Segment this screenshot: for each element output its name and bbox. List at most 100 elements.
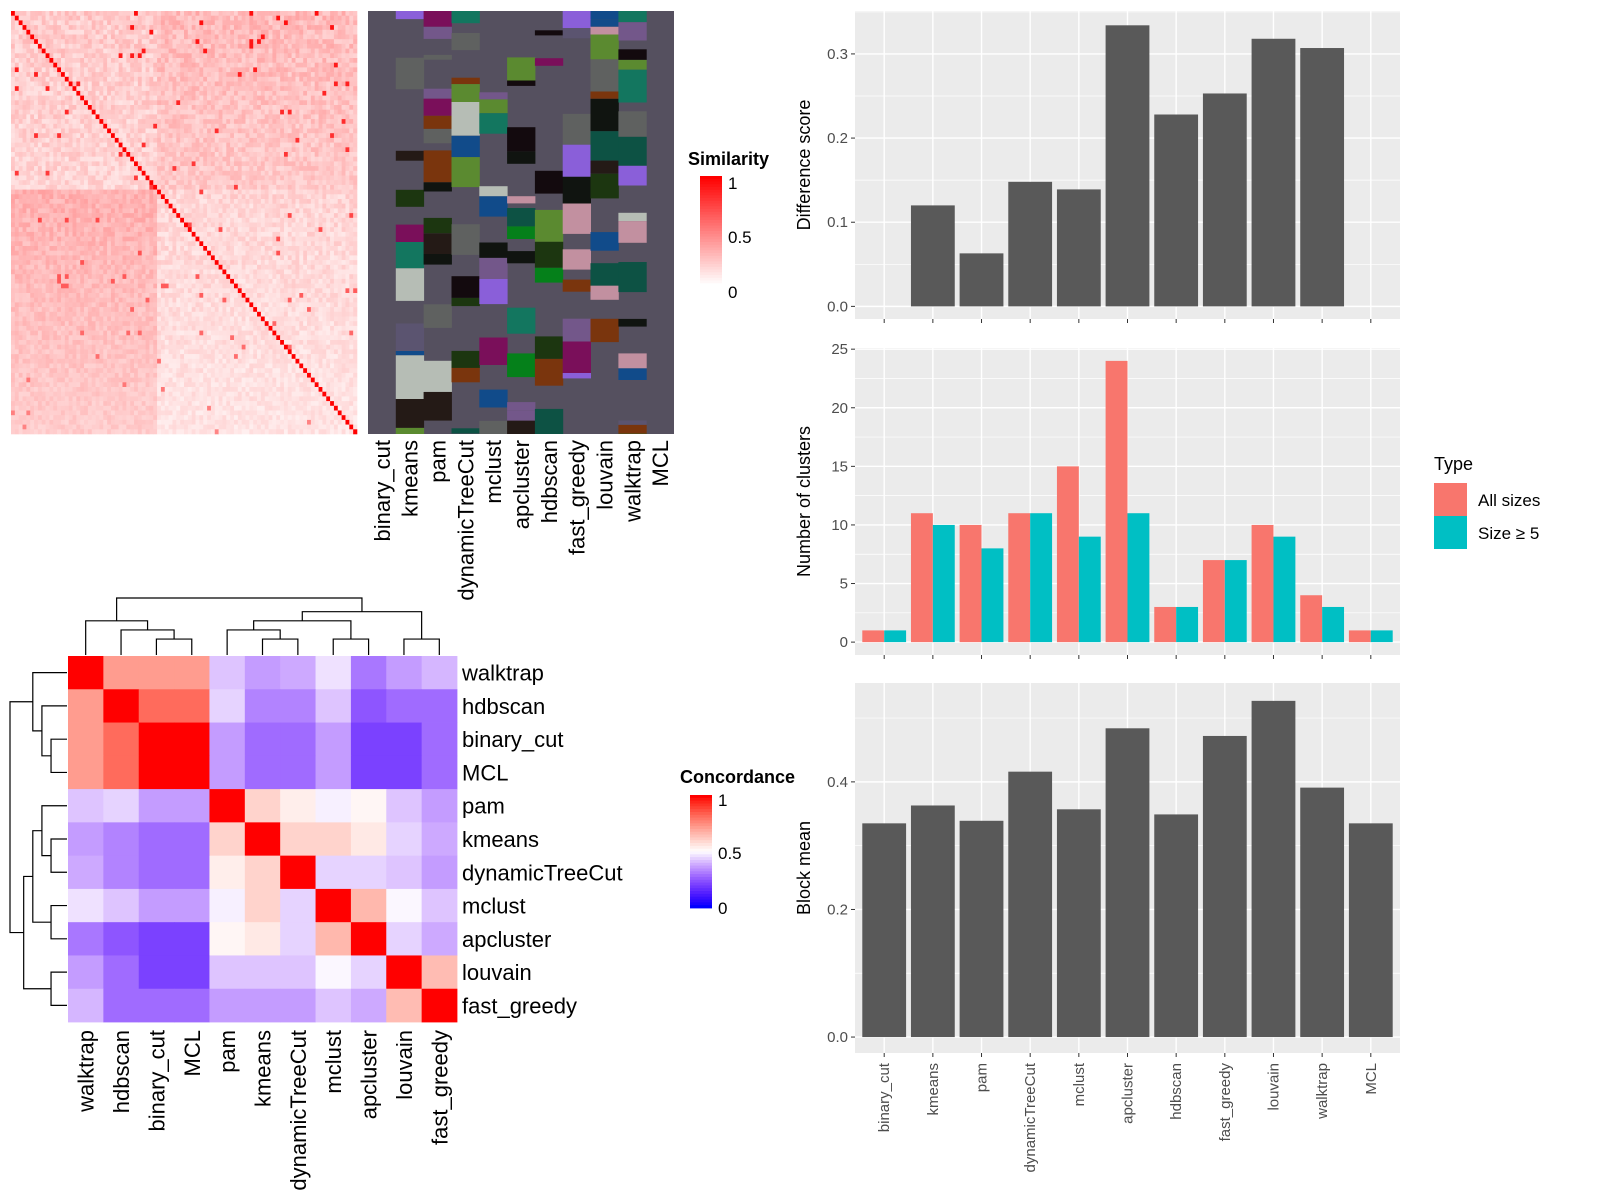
similarity-cell xyxy=(134,199,139,204)
similarity-cell xyxy=(283,189,289,195)
similarity-cell xyxy=(45,100,50,106)
similarity-cell xyxy=(276,264,281,270)
similarity-cell xyxy=(203,109,208,115)
similarity-cell xyxy=(310,208,316,214)
similarity-cell xyxy=(80,217,85,223)
similarity-cell xyxy=(99,161,104,167)
similarity-cell xyxy=(172,109,177,115)
similarity-cell xyxy=(257,203,262,209)
similarity-cell xyxy=(187,184,192,190)
similarity-cell xyxy=(199,152,204,157)
similarity-cell xyxy=(253,76,258,82)
similarity-cell xyxy=(353,133,358,139)
similarity-cell xyxy=(310,100,316,106)
similarity-cell xyxy=(80,81,85,87)
similarity-cell xyxy=(210,194,216,200)
similarity-cell xyxy=(226,62,231,68)
similarity-cell xyxy=(303,29,308,35)
similarity-cell xyxy=(122,25,127,31)
similarity-cell xyxy=(122,208,127,214)
similarity-cell xyxy=(345,161,350,167)
similarity-cell xyxy=(237,43,242,49)
similarity-cell xyxy=(49,250,54,256)
similarity-cell xyxy=(122,269,127,275)
similarity-cell xyxy=(191,81,196,87)
similarity-cell xyxy=(160,170,166,176)
similarity-cell xyxy=(253,123,258,129)
similarity-cell xyxy=(114,175,119,181)
similarity-cell xyxy=(114,128,119,134)
similarity-cell xyxy=(49,39,54,45)
similarity-cell xyxy=(268,119,273,125)
similarity-cell xyxy=(11,213,16,219)
similarity-cell xyxy=(237,161,242,167)
similarity-cell xyxy=(57,217,62,223)
similarity-cell xyxy=(283,142,289,148)
similarity-cell xyxy=(134,142,139,148)
similarity-cell xyxy=(14,109,19,115)
similarity-cell xyxy=(330,166,335,172)
similarity-cell xyxy=(210,142,216,148)
similarity-cell xyxy=(53,39,58,45)
similarity-cell xyxy=(137,147,143,153)
similarity-cell xyxy=(187,53,192,59)
similarity-cell xyxy=(314,156,319,162)
similarity-cell xyxy=(37,11,43,16)
similarity-cell xyxy=(233,217,239,223)
similarity-cell xyxy=(253,199,258,204)
similarity-cell xyxy=(330,264,335,270)
similarity-cell xyxy=(326,203,331,209)
similarity-cell xyxy=(18,133,23,139)
similarity-cell xyxy=(76,227,81,233)
similarity-cell xyxy=(114,269,119,275)
similarity-cell xyxy=(283,39,289,45)
similarity-cell xyxy=(153,142,158,148)
similarity-cell xyxy=(295,95,300,101)
similarity-cell xyxy=(153,208,158,214)
similarity-cell xyxy=(276,241,281,247)
similarity-cell xyxy=(326,184,331,190)
similarity-cell xyxy=(276,217,281,223)
similarity-cell xyxy=(60,29,66,35)
similarity-cell xyxy=(333,81,339,87)
similarity-cell xyxy=(207,152,212,157)
similarity-cell xyxy=(230,147,235,153)
similarity-cell xyxy=(253,222,258,228)
similarity-cell xyxy=(272,100,277,106)
similarity-cell xyxy=(253,189,258,195)
similarity-cell xyxy=(37,255,43,261)
similarity-cell xyxy=(180,152,185,157)
similarity-cell xyxy=(187,86,192,92)
similarity-cell xyxy=(164,241,169,247)
similarity-cell xyxy=(195,241,200,247)
similarity-cell xyxy=(326,81,331,87)
similarity-cell xyxy=(157,95,162,101)
similarity-cell xyxy=(49,184,54,190)
similarity-cell xyxy=(137,199,143,204)
similarity-cell xyxy=(295,76,300,82)
similarity-cell xyxy=(110,20,116,26)
similarity-cell xyxy=(126,67,131,73)
similarity-cell xyxy=(287,29,292,35)
similarity-cell xyxy=(287,189,292,195)
similarity-cell xyxy=(164,119,169,125)
similarity-cell xyxy=(99,255,104,261)
similarity-cell xyxy=(276,260,281,266)
similarity-cell xyxy=(41,161,46,167)
similarity-cell xyxy=(218,15,223,21)
similarity-cell xyxy=(157,184,162,190)
similarity-cell xyxy=(260,189,266,195)
similarity-cell xyxy=(49,213,54,219)
similarity-cell xyxy=(130,142,135,148)
similarity-cell xyxy=(307,109,312,115)
similarity-cell xyxy=(145,203,150,209)
similarity-cell xyxy=(222,203,227,209)
similarity-cell xyxy=(310,109,316,115)
similarity-cell xyxy=(214,29,219,35)
similarity-cell xyxy=(326,241,331,247)
similarity-cell xyxy=(303,175,308,181)
similarity-cell xyxy=(218,109,223,115)
similarity-cell xyxy=(326,48,331,54)
similarity-cell xyxy=(91,67,96,73)
similarity-cell xyxy=(130,203,135,209)
